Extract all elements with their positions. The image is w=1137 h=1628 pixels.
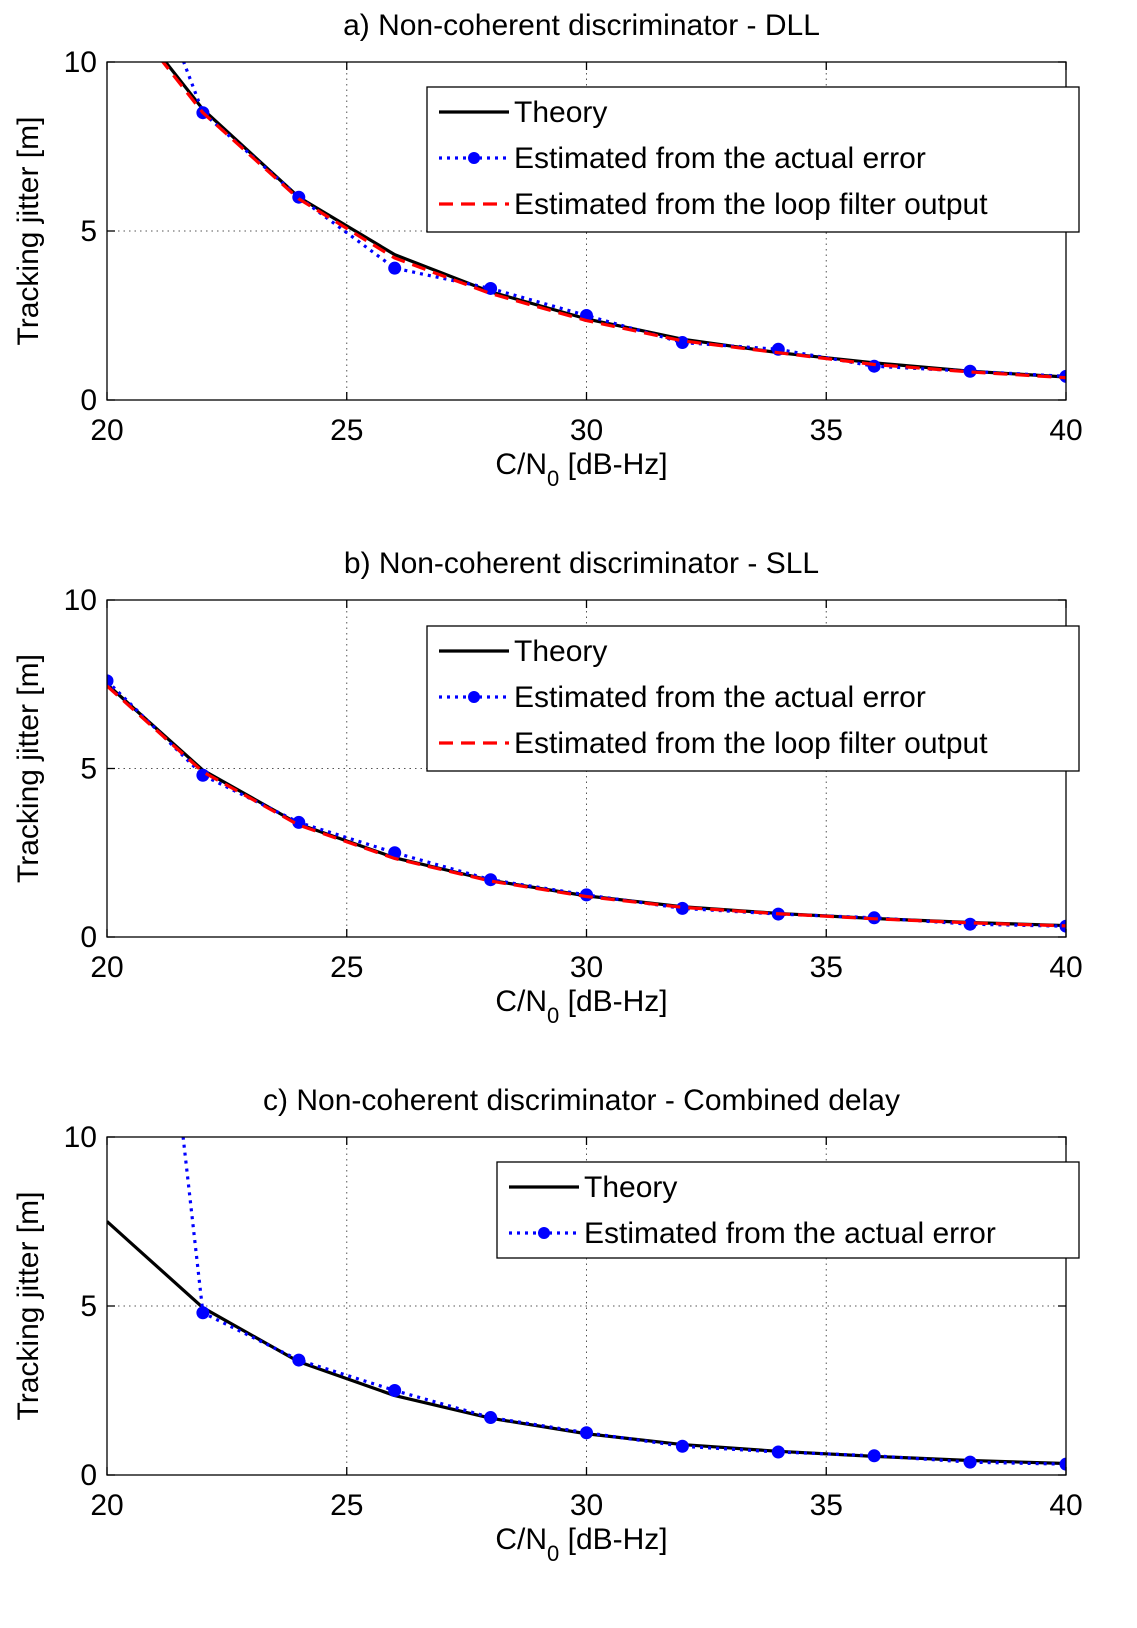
x-tick-label: 40 [1049,951,1082,984]
x-axis-label: C/N0 [dB-Hz] [495,448,667,491]
x-tick-label: 35 [810,414,843,447]
x-tick-label: 40 [1049,1489,1082,1522]
data-point [963,1455,977,1469]
legend-entry-1: Theory [514,635,607,668]
legend-box [496,1161,1080,1259]
x-tick-label: 30 [570,951,603,984]
chart-panel-3: 20 25 30 35 40 0 5 10 c) Non-coherent discrimina… [12,1084,1083,1566]
legend-box [426,86,1080,233]
data-point [107,674,114,688]
legend-entry-1: Theory [584,1171,677,1204]
series-line-3 [107,684,1066,928]
x-tick-label: 25 [330,1489,363,1522]
x-tick-label: 25 [330,951,363,984]
legend: Theory Estimated from the actual error Est… [426,86,1080,233]
y-tick-label: 5 [80,215,97,248]
series-line-2 [181,1137,1066,1466]
data-point [388,261,402,275]
series-group [160,62,1066,383]
legend-entry-1: Theory [514,96,607,129]
series-group [107,674,1066,933]
data-point [292,1353,306,1367]
data-point [1059,1457,1066,1471]
data-point [484,1411,498,1425]
chart-title: b) Non-coherent discriminator - SLL [344,547,819,580]
legend-marker [468,691,480,703]
legend-box [426,625,1080,772]
legend-entry-2: Estimated from the actual error [514,681,926,714]
legend: Theory Estimated from the actual error Est… [426,625,1080,772]
data-point [388,1384,402,1397]
legend-marker [538,1227,550,1239]
y-axis-label: Tracking jitter [m] [12,654,45,883]
x-tick-label: 20 [90,414,123,447]
data-point [867,359,881,373]
x-tick-label: 30 [570,414,603,447]
x-tick-label: 30 [570,1489,603,1522]
series-group [107,1137,1066,1471]
legend-entry-3: Estimated from the loop filter output [514,727,988,760]
legend: Theory Estimated from the actual error [496,1161,1080,1259]
chart-panel-2: 20 25 30 35 40 0 5 10 b) Non-coherent discrimina… [12,547,1083,1028]
legend-entry-2: Estimated from the actual error [514,142,926,175]
chart-title: a) Non-coherent discriminator - DLL [343,9,820,42]
y-tick-label: 10 [64,584,97,617]
x-axis-label: C/N0 [dB-Hz] [495,1523,667,1566]
data-point [484,873,498,887]
y-tick-label: 0 [80,384,97,417]
x-tick-label: 40 [1049,414,1082,447]
y-tick-label: 5 [80,1290,97,1323]
y-tick-label: 10 [64,46,97,79]
data-point [771,1445,785,1459]
data-point [196,1306,210,1320]
legend-marker [468,152,480,164]
x-tick-label: 20 [90,1489,123,1522]
legend-entry-3: Estimated from the loop filter output [514,188,988,221]
x-tick-label: 20 [90,951,123,984]
x-axis-label: C/N0 [dB-Hz] [495,985,667,1028]
series-line-3 [160,62,1066,380]
data-point [580,1426,593,1440]
y-tick-label: 5 [80,753,97,786]
data-point [675,1439,689,1453]
data-point [867,1449,881,1463]
chart-panel-1: 20 25 30 35 40 0 5 10 a) Non-coherent discrimina… [12,9,1083,491]
y-axis-label: Tracking jitter [m] [12,117,45,346]
x-tick-label: 35 [810,951,843,984]
y-tick-label: 0 [80,921,97,954]
legend-entry-2: Estimated from the actual error [584,1217,996,1250]
x-tick-label: 25 [330,414,363,447]
y-tick-label: 10 [64,1121,97,1154]
y-tick-label: 0 [80,1459,97,1492]
y-axis-label: Tracking jitter [m] [12,1192,45,1421]
x-tick-label: 35 [810,1489,843,1522]
chart-title: c) Non-coherent discriminator - Combined… [263,1084,900,1117]
